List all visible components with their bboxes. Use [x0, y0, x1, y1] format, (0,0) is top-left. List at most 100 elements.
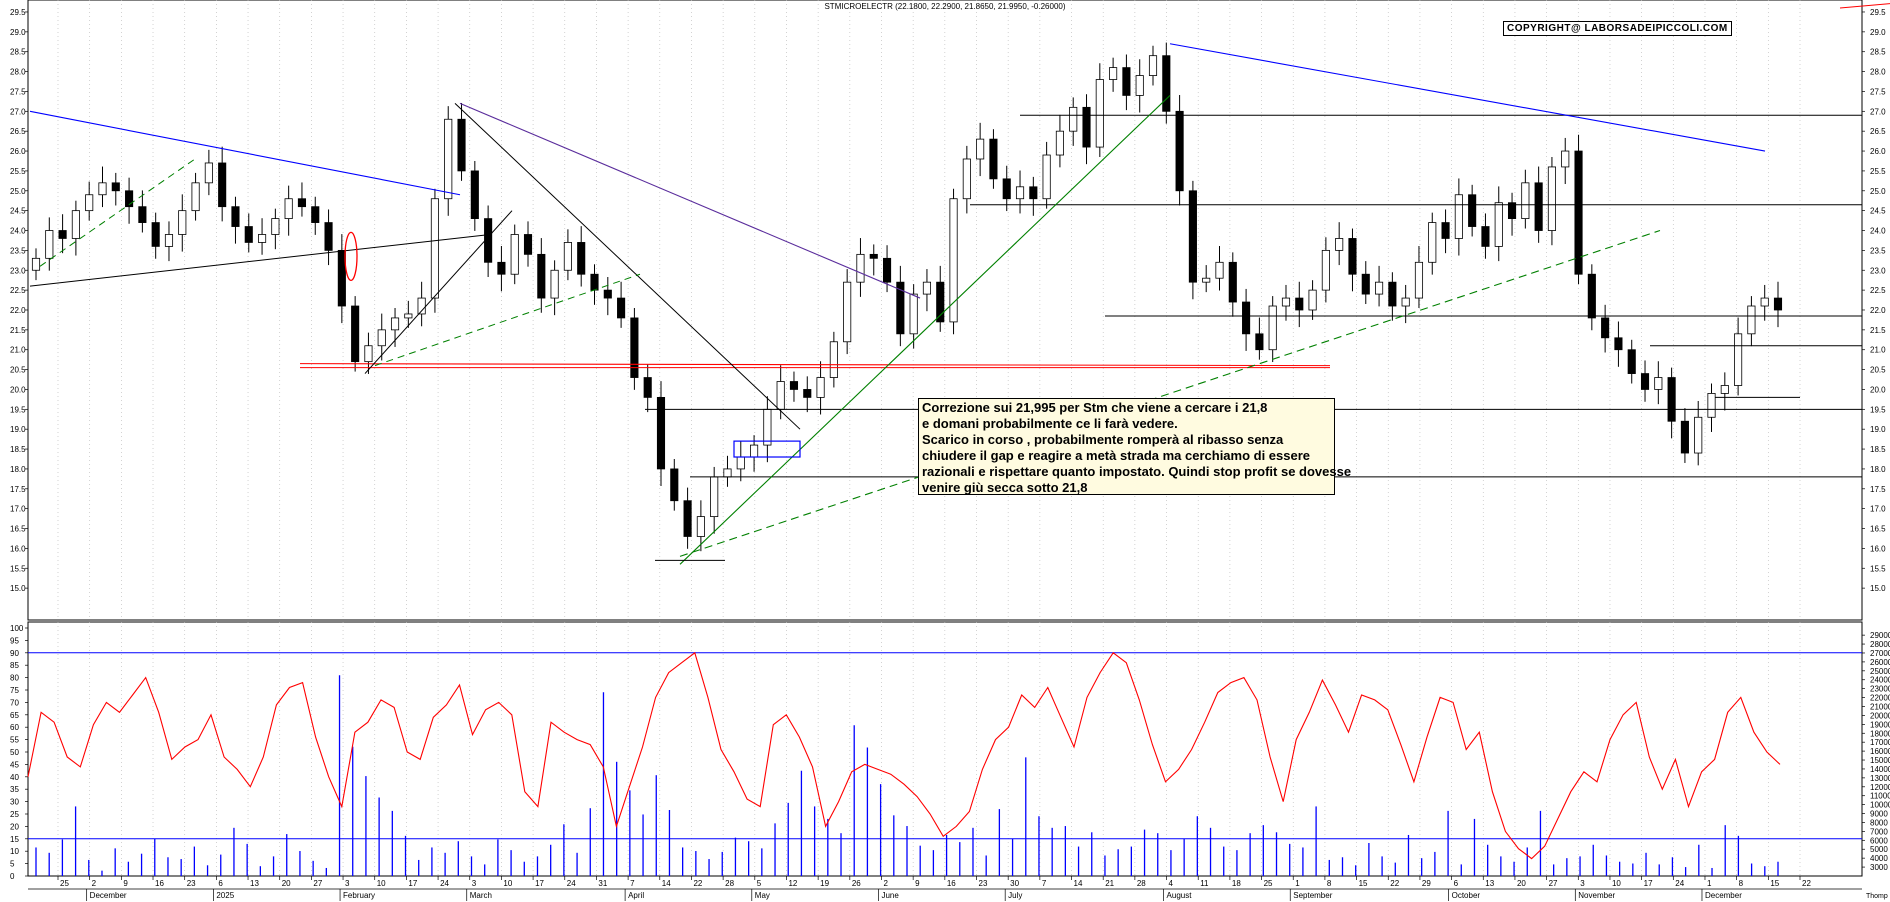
x-day-tick-label: 15: [1359, 879, 1368, 888]
x-day-tick-label: 22: [1802, 879, 1811, 888]
candle-body: [803, 389, 812, 398]
candle-body: [111, 182, 120, 192]
candle-body: [1255, 333, 1264, 351]
oscillator-panel-frame: [27, 621, 1863, 877]
candle-body: [1242, 301, 1251, 335]
price-tick-label-left: 16.0: [10, 544, 26, 553]
candle-body: [1295, 297, 1304, 311]
x-day-tick-label: 13: [250, 879, 259, 888]
oscillator-tick-label: 65: [10, 711, 19, 720]
candle-body: [590, 273, 599, 291]
x-day-tick-label: 4: [1169, 879, 1174, 888]
x-day-tick-label: 5: [757, 879, 762, 888]
candle-body: [444, 118, 453, 200]
price-tick-label-left: 24.5: [10, 207, 26, 216]
trendline: [1169, 43, 1766, 152]
price-tick-label-right: 23.5: [1870, 246, 1886, 255]
trendline: [679, 229, 1661, 557]
x-day-tick-label: 27: [1549, 879, 1558, 888]
price-tick-label-right: 29.5: [1870, 8, 1886, 17]
x-month-label: February: [343, 891, 375, 900]
candle-body: [1760, 297, 1769, 307]
x-day-tick-label: 10: [1612, 879, 1621, 888]
candle-body: [85, 194, 94, 212]
x-day-tick-label: 22: [693, 879, 702, 888]
candle-body: [377, 329, 386, 347]
x-day-tick-label: 25: [60, 879, 69, 888]
candle-body: [763, 408, 772, 446]
price-tick-label-left: 22.5: [10, 286, 26, 295]
candle-body: [271, 218, 280, 235]
volume-tick-label: 24000: [1870, 676, 1890, 685]
candle-body: [922, 281, 932, 295]
price-tick-label-left: 19.5: [10, 405, 26, 414]
volume-tick-label: 23000: [1870, 685, 1890, 694]
oscillator-tick-label: 60: [10, 723, 19, 732]
volume-tick-label: 4000: [1870, 854, 1888, 863]
trendline: [39, 158, 196, 267]
candle-body: [1015, 186, 1025, 200]
oscillator-tick-label: 15: [10, 835, 19, 844]
candle-body: [896, 281, 905, 335]
volume-tick-label: 14000: [1870, 765, 1890, 774]
candle-body: [736, 456, 745, 470]
price-tick-label-left: 15.0: [10, 584, 26, 593]
price-tick-label-right: 26.5: [1870, 127, 1886, 136]
x-day-tick-label: 15: [1770, 879, 1779, 888]
candle-body: [1109, 67, 1118, 80]
price-tick-label-left: 17.5: [10, 485, 26, 494]
x-day-tick-label: 30: [1010, 879, 1019, 888]
price-tick-label-left: 16.5: [10, 525, 26, 534]
volume-tick-label: 3000: [1870, 863, 1888, 872]
candle-body: [1361, 273, 1370, 295]
candle-body: [1441, 222, 1450, 239]
candle-body: [31, 257, 41, 271]
oscillator-tick-label: 45: [10, 760, 19, 769]
candle-body: [1135, 75, 1144, 96]
candle-body: [1082, 106, 1091, 148]
price-tick-label-right: 17.5: [1870, 485, 1886, 494]
candle-body: [1720, 385, 1729, 394]
volume-tick-label: 18000: [1870, 729, 1890, 738]
price-tick-label-right: 27.0: [1870, 107, 1886, 116]
price-tick-label-left: 26.0: [10, 147, 26, 156]
oscillator-tick-label: 95: [10, 636, 19, 645]
price-tick-label-right: 19.5: [1870, 405, 1886, 414]
x-month-label: July: [1008, 891, 1022, 900]
candle-body: [1348, 238, 1357, 275]
candle-body: [151, 222, 160, 247]
x-day-tick-label: 18: [1232, 879, 1241, 888]
candle-body: [1228, 261, 1237, 303]
candle-body: [1680, 420, 1689, 454]
x-day-tick-label: 6: [1454, 879, 1459, 888]
candle-body: [1534, 182, 1543, 231]
x-day-tick-label: 9: [915, 879, 920, 888]
candle-body: [577, 242, 586, 275]
candle-body: [1162, 55, 1171, 112]
price-tick-label-right: 16.5: [1870, 525, 1886, 534]
volume-tick-label: 11000: [1870, 792, 1890, 801]
candle-body: [364, 345, 373, 363]
candle-body: [843, 281, 852, 343]
candle-body: [563, 242, 572, 271]
volume-tick-label: 16000: [1870, 747, 1890, 756]
x-day-tick-label: 3: [345, 879, 350, 888]
x-day-tick-label: 14: [662, 879, 671, 888]
price-tick-label-right: 25.5: [1870, 167, 1886, 176]
x-month-label: August: [1167, 891, 1193, 900]
volume-tick-label: 8000: [1870, 818, 1888, 827]
trendline: [1839, 3, 1890, 9]
price-tick-label-left: 25.5: [10, 167, 26, 176]
candle-body: [1148, 55, 1158, 76]
candle-body: [138, 206, 147, 223]
candle-body: [1002, 178, 1011, 200]
candle-body: [284, 198, 293, 219]
candle-body: [457, 118, 466, 172]
price-tick-label-right: 24.5: [1870, 207, 1886, 216]
candle-body: [1654, 377, 1663, 390]
candle-body: [1561, 150, 1570, 168]
candle-body: [1069, 106, 1078, 132]
price-tick-label-right: 17.0: [1870, 505, 1886, 514]
volume-tick-label: 28000: [1870, 640, 1890, 649]
candle-body: [98, 182, 107, 196]
